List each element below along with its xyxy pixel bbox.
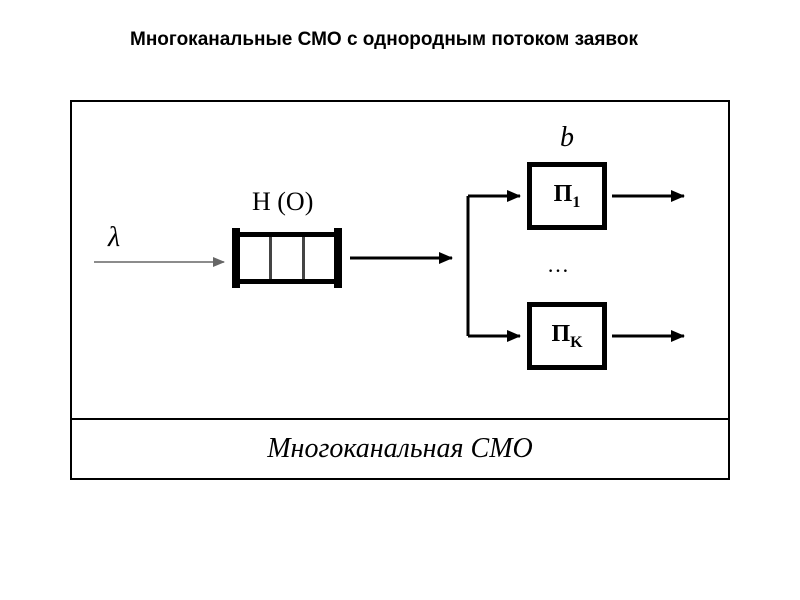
arrow-layer	[72, 102, 732, 420]
caption-bar: Многоканальная СМО	[72, 418, 728, 478]
diagram-area: λ Н (О) b П1 … ПK	[72, 102, 728, 420]
page-title: Многоканальные СМО с однородным потоком …	[130, 28, 670, 53]
diagram-caption: Многоканальная СМО	[267, 433, 533, 465]
diagram-frame: λ Н (О) b П1 … ПK	[70, 100, 730, 480]
